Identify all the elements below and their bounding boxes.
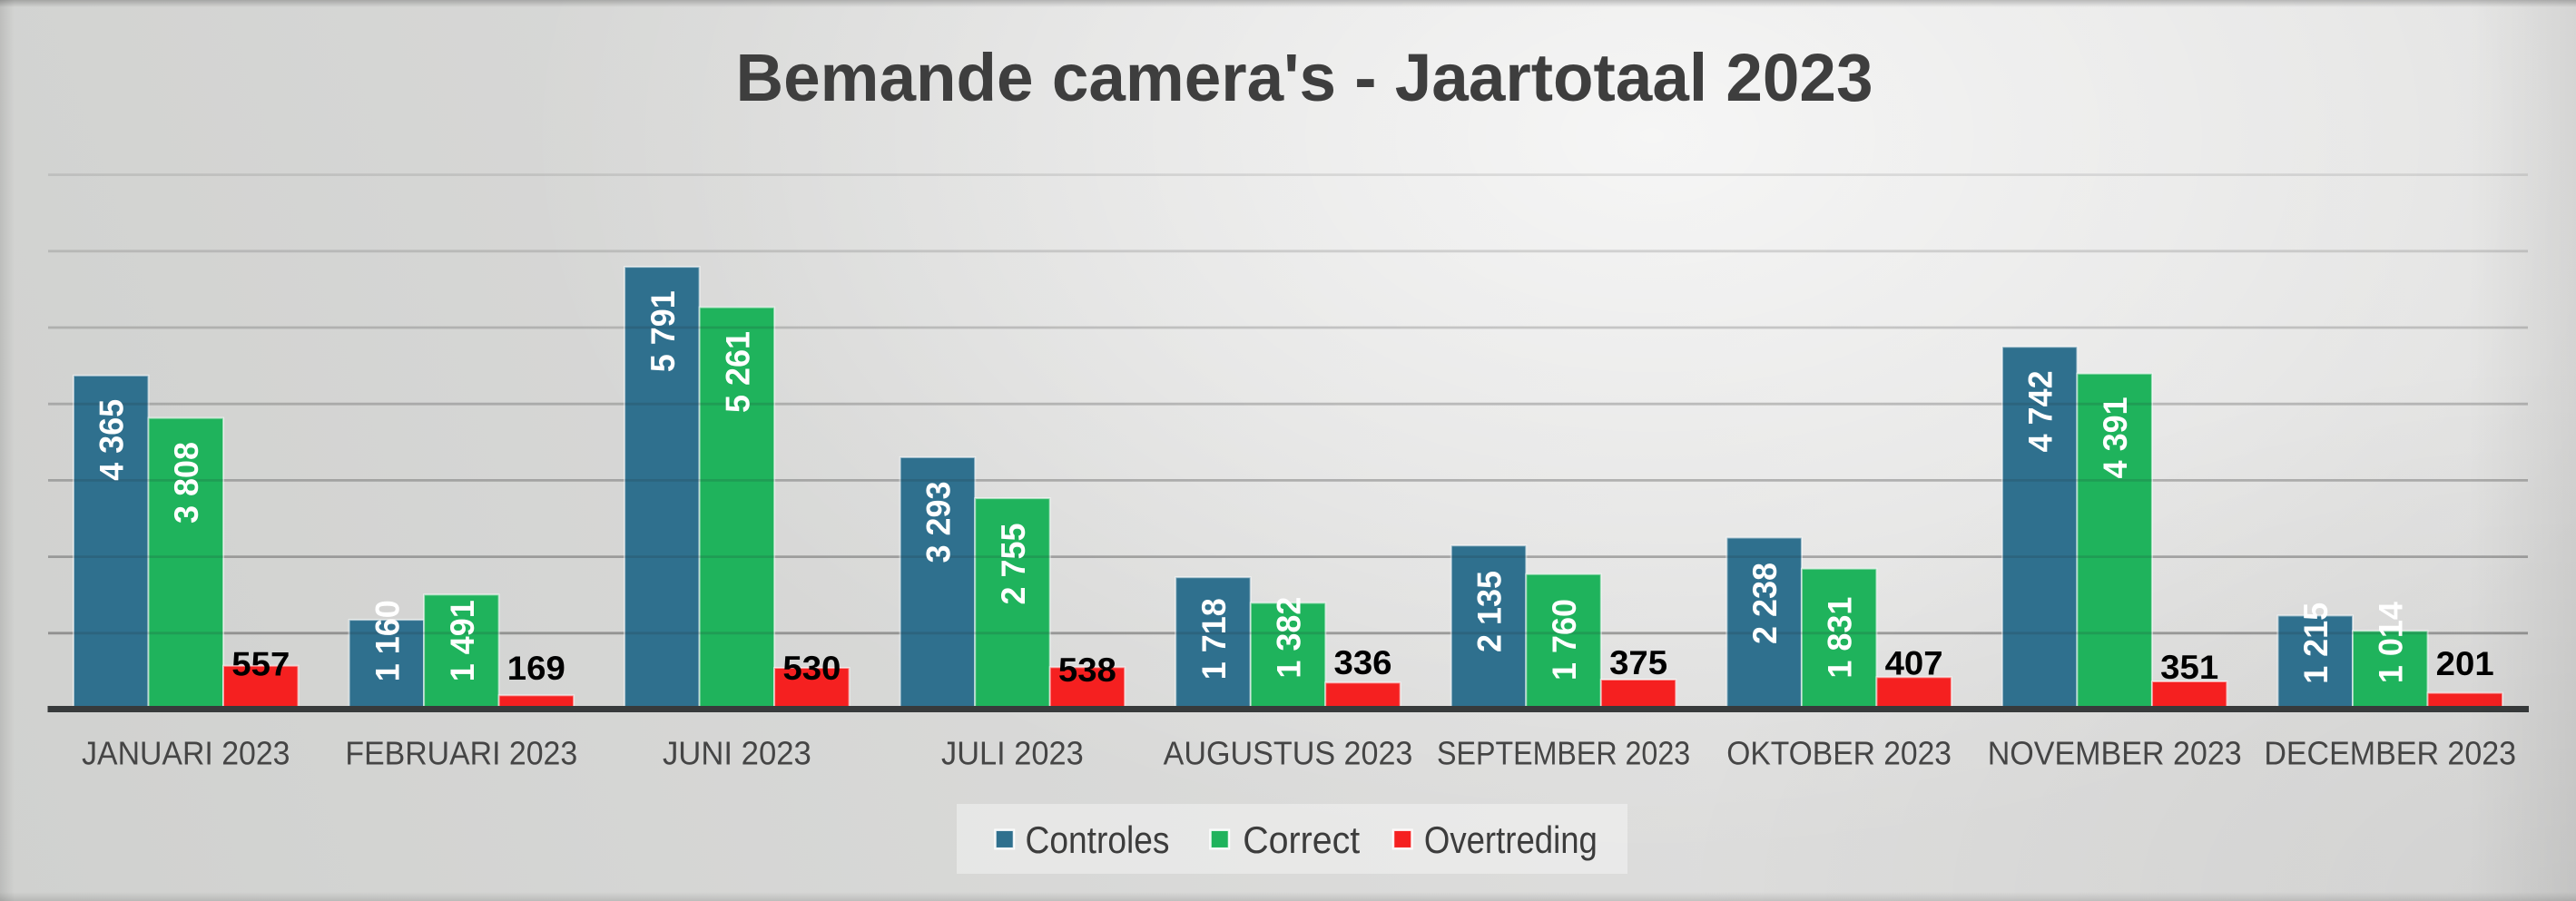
svg-text:4 391: 4 391 bbox=[2096, 397, 2134, 478]
svg-text:OKTOBER 2023: OKTOBER 2023 bbox=[1726, 735, 1952, 772]
svg-text:2 755: 2 755 bbox=[994, 524, 1032, 605]
svg-text:3 293: 3 293 bbox=[919, 482, 957, 563]
svg-text:1 382: 1 382 bbox=[1270, 597, 1308, 679]
svg-text:5 261: 5 261 bbox=[718, 331, 756, 413]
svg-text:530: 530 bbox=[782, 649, 841, 687]
svg-text:407: 407 bbox=[1885, 643, 1943, 681]
svg-text:1 491: 1 491 bbox=[443, 600, 481, 681]
svg-text:1 760: 1 760 bbox=[1545, 599, 1583, 681]
svg-text:Correct: Correct bbox=[1243, 818, 1360, 861]
svg-text:JANUARI 2023: JANUARI 2023 bbox=[82, 735, 290, 772]
svg-text:557: 557 bbox=[231, 645, 290, 683]
svg-text:538: 538 bbox=[1058, 651, 1116, 689]
svg-text:1 831: 1 831 bbox=[1821, 597, 1859, 679]
svg-text:4 742: 4 742 bbox=[2021, 370, 2060, 452]
svg-text:169: 169 bbox=[507, 649, 565, 687]
svg-text:5 791: 5 791 bbox=[644, 290, 682, 372]
svg-text:JULI 2023: JULI 2023 bbox=[941, 735, 1084, 772]
svg-text:JUNI 2023: JUNI 2023 bbox=[663, 735, 811, 772]
svg-text:Overtreding: Overtreding bbox=[1424, 818, 1598, 861]
svg-text:4 365: 4 365 bbox=[93, 399, 131, 481]
svg-text:Bemande camera's - Jaartotaal: Bemande camera's - Jaartotaal 2023 bbox=[736, 40, 1873, 115]
svg-text:3 808: 3 808 bbox=[167, 442, 205, 524]
svg-text:NOVEMBER 2023: NOVEMBER 2023 bbox=[1988, 735, 2242, 772]
svg-text:375: 375 bbox=[1609, 643, 1667, 681]
svg-text:Controles: Controles bbox=[1026, 818, 1170, 861]
svg-text:351: 351 bbox=[2160, 648, 2218, 686]
svg-text:2 238: 2 238 bbox=[1745, 563, 1784, 644]
svg-text:FEBRUARI 2023: FEBRUARI 2023 bbox=[345, 735, 577, 772]
svg-text:336: 336 bbox=[1334, 643, 1392, 681]
svg-text:AUGUSTUS 2023: AUGUSTUS 2023 bbox=[1164, 735, 1413, 772]
svg-text:1 014: 1 014 bbox=[2372, 602, 2410, 683]
svg-text:1 160: 1 160 bbox=[368, 600, 406, 681]
svg-text:1 718: 1 718 bbox=[1195, 598, 1233, 680]
svg-text:SEPTEMBER 2023: SEPTEMBER 2023 bbox=[1437, 735, 1690, 772]
svg-text:2 135: 2 135 bbox=[1470, 571, 1509, 652]
svg-text:1 215: 1 215 bbox=[2296, 602, 2335, 684]
